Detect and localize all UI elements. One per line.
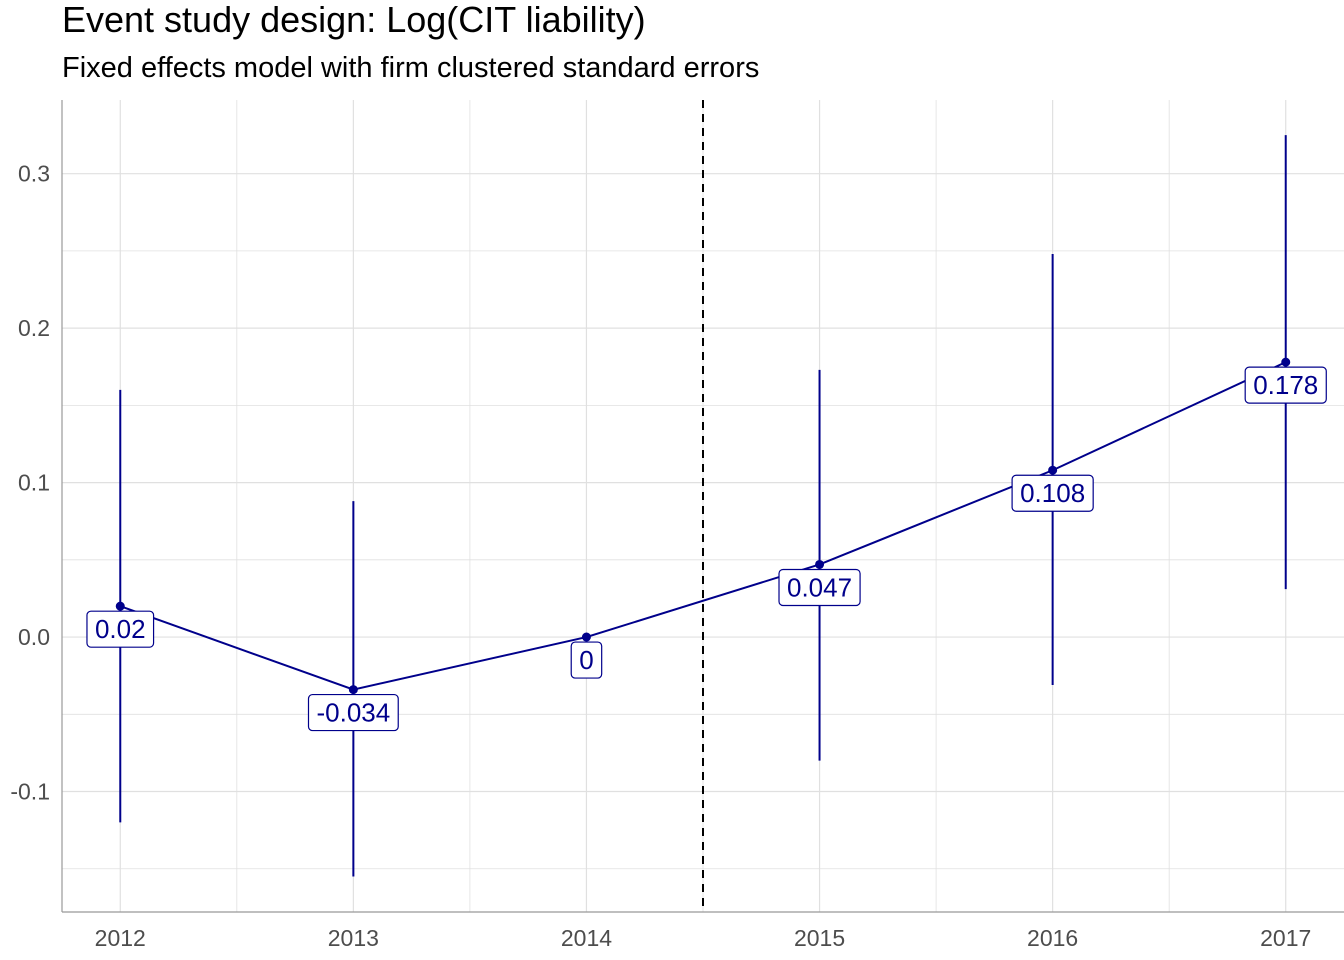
y-tick-label: 0.2: [18, 315, 50, 341]
data-label-layer: 0.02 -0.034 0 0.047 0.108 0.178: [86, 366, 1327, 732]
y-tick-label: -0.1: [10, 779, 50, 805]
data-label-box: [307, 693, 399, 732]
data-label-text: 0.02: [95, 614, 146, 644]
data-point: [1281, 357, 1291, 367]
axis-layer: [61, 100, 1344, 913]
x-tick-label: 2015: [794, 925, 845, 951]
data-point: [115, 601, 125, 611]
series-line: [119, 361, 1287, 691]
data-label-text: 0.178: [1253, 370, 1318, 400]
chart-subtitle: Fixed effects model with firm clustered …: [62, 52, 760, 84]
data-label-text: 0.108: [1020, 478, 1085, 508]
y-tick-label: 0.3: [18, 161, 50, 187]
data-label: 0.108: [1011, 474, 1094, 512]
data-point: [815, 559, 825, 569]
data-label-box: [86, 610, 155, 648]
x-tick-label: 2017: [1260, 925, 1311, 951]
data-point: [1048, 465, 1058, 475]
y-tick-label: 0.0: [18, 624, 50, 650]
data-label: 0.047: [778, 568, 861, 607]
data-label-text: 0: [579, 645, 593, 675]
data-label: 0.178: [1244, 366, 1327, 404]
x-tick-label: 2016: [1027, 925, 1078, 951]
data-label-box: [1244, 366, 1327, 404]
x-tick-label: 2013: [328, 925, 379, 951]
data-label-box: [1011, 474, 1094, 512]
data-label: -0.034: [307, 693, 399, 732]
tick-label-layer: -0.1 0.0 0.1 0.2 0.3 2012 2013 2014 2015 2016 2017: [10, 161, 1311, 951]
data-point: [581, 632, 591, 642]
data-label-box: [778, 568, 861, 607]
data-label-box: [570, 641, 603, 679]
y-tick-label: 0.1: [18, 470, 50, 496]
series-layer: [115, 135, 1291, 877]
data-point: [348, 685, 358, 695]
x-tick-label: 2014: [561, 925, 612, 951]
data-label-text: 0.047: [787, 572, 852, 602]
data-label: 0.02: [86, 610, 155, 648]
x-tick-label: 2012: [95, 925, 146, 951]
data-label-text: -0.034: [316, 698, 390, 728]
chart-title: Event study design: Log(CIT liability): [62, 0, 646, 40]
data-label: 0: [570, 641, 603, 679]
